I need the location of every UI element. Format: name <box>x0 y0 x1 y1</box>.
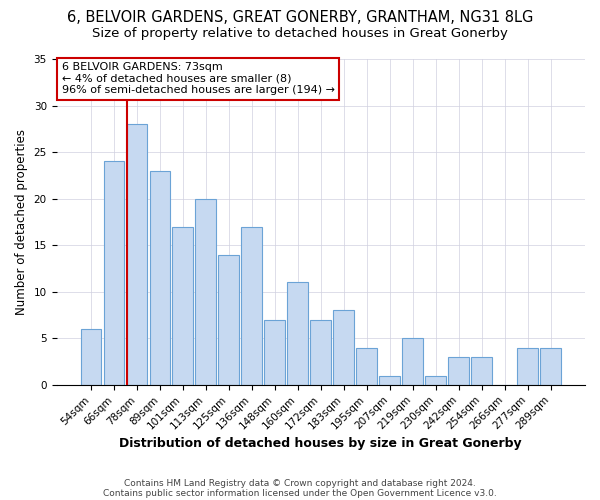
Text: 6, BELVOIR GARDENS, GREAT GONERBY, GRANTHAM, NG31 8LG: 6, BELVOIR GARDENS, GREAT GONERBY, GRANT… <box>67 10 533 25</box>
Bar <box>425 376 446 385</box>
Bar <box>310 320 331 385</box>
Bar <box>172 226 193 385</box>
Bar <box>287 282 308 385</box>
Bar <box>334 310 354 385</box>
Text: Size of property relative to detached houses in Great Gonerby: Size of property relative to detached ho… <box>92 28 508 40</box>
Bar <box>356 348 377 385</box>
Bar <box>403 338 423 385</box>
Bar <box>448 357 469 385</box>
Bar <box>540 348 561 385</box>
Bar <box>218 254 239 385</box>
Bar <box>149 170 170 385</box>
Bar <box>472 357 492 385</box>
Bar <box>196 198 216 385</box>
Y-axis label: Number of detached properties: Number of detached properties <box>15 129 28 315</box>
Bar <box>265 320 285 385</box>
Bar <box>241 226 262 385</box>
Bar <box>80 329 101 385</box>
Text: Contains public sector information licensed under the Open Government Licence v3: Contains public sector information licen… <box>103 488 497 498</box>
Text: 6 BELVOIR GARDENS: 73sqm
← 4% of detached houses are smaller (8)
96% of semi-det: 6 BELVOIR GARDENS: 73sqm ← 4% of detache… <box>62 62 335 96</box>
X-axis label: Distribution of detached houses by size in Great Gonerby: Distribution of detached houses by size … <box>119 437 522 450</box>
Bar <box>104 162 124 385</box>
Bar <box>127 124 147 385</box>
Bar <box>517 348 538 385</box>
Text: Contains HM Land Registry data © Crown copyright and database right 2024.: Contains HM Land Registry data © Crown c… <box>124 478 476 488</box>
Bar <box>379 376 400 385</box>
